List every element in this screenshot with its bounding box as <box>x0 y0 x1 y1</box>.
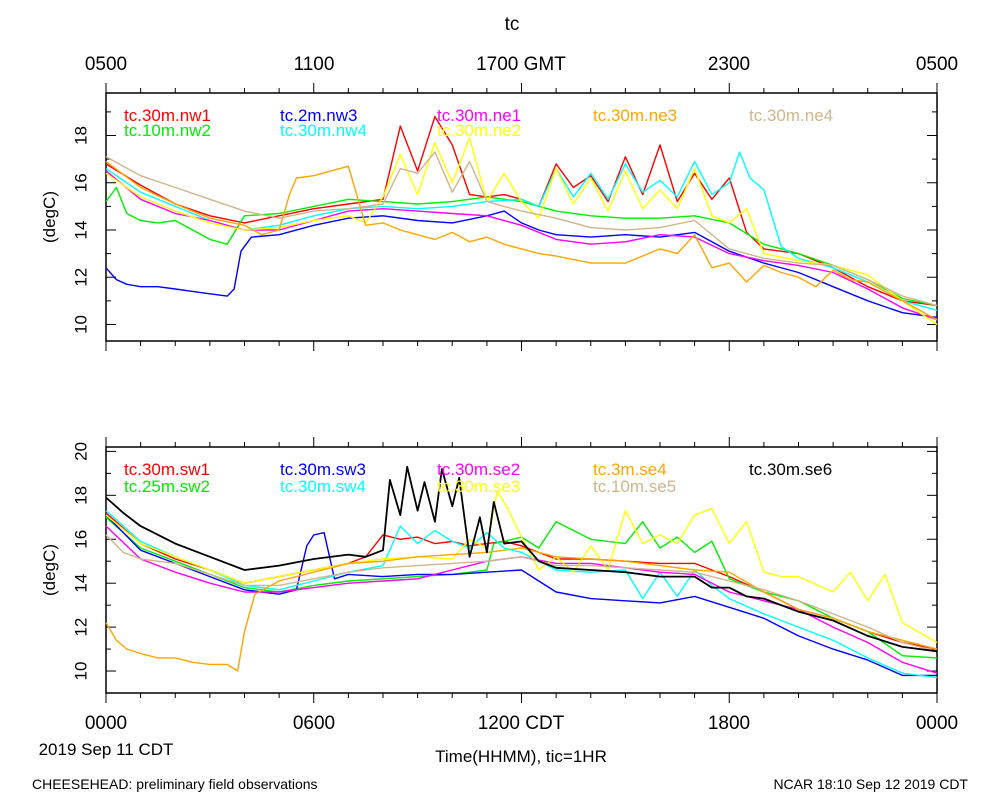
series-line-tc-30m-se3 <box>105 490 938 644</box>
series-line-tc-10m-nw2 <box>105 186 938 307</box>
y-tick-label: 14 <box>71 574 90 593</box>
footer-left: CHEESEHEAD: preliminary field observatio… <box>32 776 318 792</box>
legend-entry: tc.3m.se4 <box>593 460 667 479</box>
top-panel-frame <box>105 92 938 342</box>
bottom-panel: (degC) 10 12 14 16 18 20 tc.30m.sw1tc.25m.sw2… <box>40 437 938 703</box>
bottom-axis-tick-label: 1200 CDT <box>478 713 565 734</box>
series-line-tc-3m-se4 <box>105 547 938 672</box>
y-tick-label: 12 <box>71 618 90 637</box>
series-line-tc-30m-ne2 <box>105 137 938 326</box>
y-tick-label: 18 <box>71 486 90 505</box>
series-line-tc-30m-ne1 <box>105 170 938 321</box>
series-line-tc-30m-sw3 <box>105 514 937 677</box>
legend-entry: tc.25m.sw2 <box>124 477 210 496</box>
legend-entry: tc.30m.ne3 <box>593 106 677 125</box>
bottom-panel-ylabel: (degC) <box>40 544 59 596</box>
y-tick-label: 20 <box>71 442 90 461</box>
legend-entry: tc.10m.se5 <box>593 477 676 496</box>
chart-title: tc <box>505 14 520 35</box>
legend-entry: tc.30m.se2 <box>437 460 520 479</box>
bottom-axis-tick-label: 1800 <box>708 713 750 734</box>
series-line-tc-30m-sw4 <box>105 510 938 679</box>
legend-entry: tc.30m.ne1 <box>437 106 521 125</box>
legend-entry: tc.30m.nw1 <box>124 106 211 125</box>
bottom-panel-series <box>105 465 938 679</box>
bottom-axis-tick-label: 0600 <box>293 713 335 734</box>
top-axis-tick-label: 0500 <box>85 54 127 75</box>
top-axis-tick-label: 2300 <box>708 54 750 75</box>
series-line-tc-30m-ne3 <box>105 160 938 321</box>
legend-entry: tc.30m.sw3 <box>280 460 366 479</box>
top-axis-labels: 0500 1100 1700 GMT 2300 0500 <box>85 54 958 75</box>
bottom-axis-labels: 0000 0600 1200 CDT 1800 0000 <box>85 713 958 734</box>
legend-entry: tc.30m.nw4 <box>280 121 367 140</box>
top-panel-ylabel: (degC) <box>40 191 59 243</box>
y-tick-label: 16 <box>71 173 90 192</box>
y-tick-label: 10 <box>71 315 90 334</box>
legend-entry: tc.30m.se6 <box>749 460 832 479</box>
date-label: 2019 Sep 11 CDT <box>39 740 174 759</box>
legend-entry: tc.30m.se3 <box>437 477 520 496</box>
legend-entry: tc.10m.nw2 <box>124 121 211 140</box>
top-axis-tick-label: 1100 <box>294 54 335 75</box>
y-tick-label: 12 <box>71 268 90 287</box>
series-line-tc-30m-se6 <box>105 465 938 653</box>
y-tick-label: 14 <box>71 221 90 240</box>
series-line-tc-30m-ne4 <box>105 151 938 307</box>
y-tick-label: 18 <box>71 126 90 145</box>
top-panel-series <box>105 115 938 326</box>
series-line-tc-10m-se5 <box>105 534 938 652</box>
top-panel-ticks: 10 12 14 16 18 <box>71 83 938 351</box>
bottom-axis-tick-label: 0000 <box>916 713 958 734</box>
bottom-panel-ticks: 10 12 14 16 18 20 <box>71 437 938 703</box>
bottom-axis-tick-label: 0000 <box>85 713 127 734</box>
legend-entry: tc.30m.ne4 <box>749 106 833 125</box>
y-tick-label: 16 <box>71 530 90 549</box>
series-line-tc-30m-nw4 <box>105 151 938 311</box>
top-axis-tick-label: 1700 GMT <box>476 54 566 75</box>
footer-right: NCAR 18:10 Sep 12 2019 CDT <box>773 776 968 792</box>
legend-entry: tc.30m.ne2 <box>437 121 521 140</box>
x-axis-label: Time(HHMM), tic=1HR <box>435 747 607 766</box>
legend-entry: tc.30m.sw1 <box>124 460 210 479</box>
legend-entry: tc.30m.sw4 <box>280 477 366 496</box>
y-tick-label: 10 <box>71 662 90 681</box>
top-axis-tick-label: 0500 <box>916 54 958 75</box>
legend-entry: tc.2m.nw3 <box>280 106 357 125</box>
